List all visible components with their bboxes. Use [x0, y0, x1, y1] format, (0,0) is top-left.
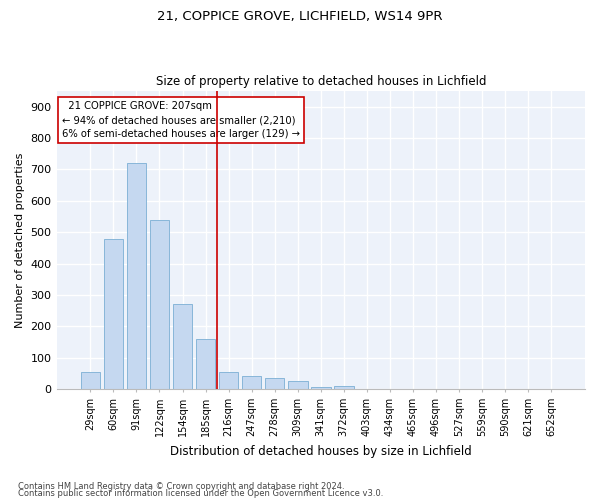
X-axis label: Distribution of detached houses by size in Lichfield: Distribution of detached houses by size … — [170, 444, 472, 458]
Bar — [219, 372, 238, 389]
Title: Size of property relative to detached houses in Lichfield: Size of property relative to detached ho… — [155, 76, 486, 88]
Bar — [173, 304, 193, 389]
Bar — [265, 378, 284, 389]
Bar — [311, 386, 331, 389]
Bar — [196, 339, 215, 389]
Bar — [288, 380, 308, 389]
Y-axis label: Number of detached properties: Number of detached properties — [15, 152, 25, 328]
Text: 21, COPPICE GROVE, LICHFIELD, WS14 9PR: 21, COPPICE GROVE, LICHFIELD, WS14 9PR — [157, 10, 443, 23]
Text: Contains HM Land Registry data © Crown copyright and database right 2024.: Contains HM Land Registry data © Crown c… — [18, 482, 344, 491]
Bar — [80, 372, 100, 389]
Bar — [127, 163, 146, 389]
Bar — [334, 386, 353, 389]
Bar — [149, 220, 169, 389]
Bar — [242, 376, 262, 389]
Text: Contains public sector information licensed under the Open Government Licence v3: Contains public sector information licen… — [18, 490, 383, 498]
Text: 21 COPPICE GROVE: 207sqm
← 94% of detached houses are smaller (2,210)
6% of semi: 21 COPPICE GROVE: 207sqm ← 94% of detach… — [62, 102, 300, 140]
Bar — [104, 239, 123, 389]
